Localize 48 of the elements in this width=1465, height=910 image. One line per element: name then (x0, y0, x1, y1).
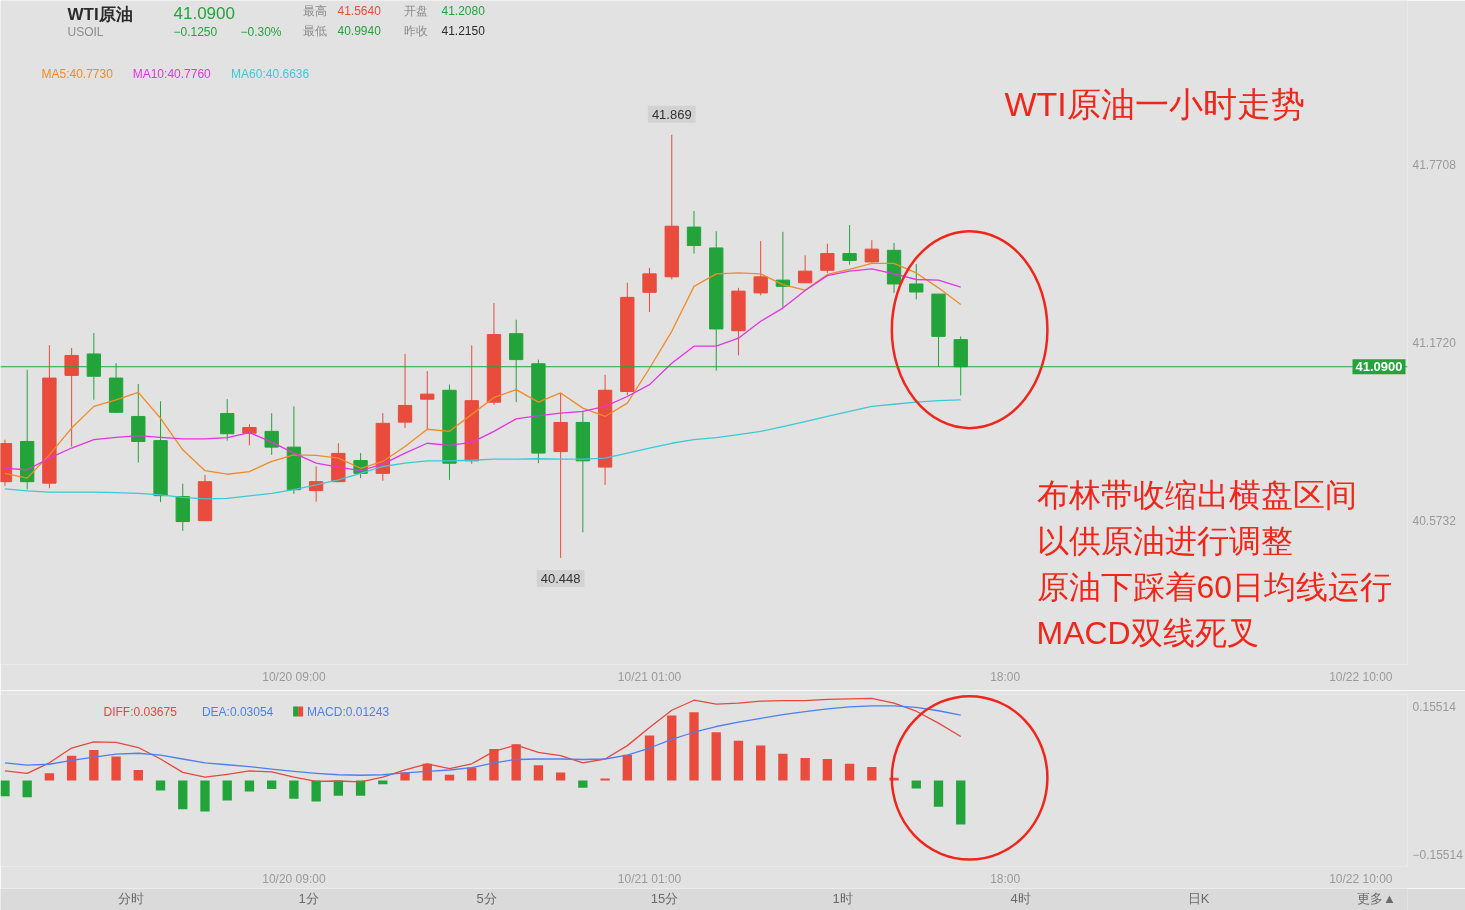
annotation: 41.5640 (337, 4, 382, 18)
annotation: −0.1250 (173, 25, 218, 39)
x-tick-label: 10/21 01:00 (617, 871, 682, 886)
x-tick-label: 10/20 09:00 (262, 871, 326, 886)
annotation: −0.30% (240, 24, 282, 39)
annotation: 41.2150 (441, 24, 486, 38)
y-tick-label: 40.5732 (1412, 514, 1457, 529)
text: MA5:40.7730 (41, 66, 114, 81)
x-tick-label: 10/20 09:00 (262, 669, 326, 684)
text: 4时 (1010, 891, 1031, 906)
y-tick-label: 41.1720 (1412, 335, 1457, 350)
annotation: 最高 (302, 3, 327, 18)
annotation: 最低 (302, 23, 327, 38)
x-tick-label: 18:00 (990, 871, 1021, 886)
text: 15分 (650, 891, 679, 906)
y-tick-label: −0.15514 (1412, 848, 1464, 863)
annotation: 布林带收缩出横盘区间 (1036, 476, 1357, 513)
text: 1分 (298, 891, 319, 906)
annotation: MACD双线死叉 (1036, 614, 1259, 651)
annotation: 开盘 (403, 3, 428, 18)
x-tick-label: 10/22 10:00 (1329, 871, 1393, 886)
x-tick-label: 10/21 01:00 (617, 669, 682, 684)
x-tick-label: 18:00 (990, 669, 1021, 684)
series-label: DIFF:0.03675 (103, 704, 178, 719)
text: 分时 (117, 891, 144, 906)
text: MA10:40.7760 (132, 66, 212, 81)
annotation: 昨收 (403, 23, 428, 38)
y-tick-label: 41.7708 (1412, 157, 1457, 172)
text: WTI原油一小时走势 (1004, 84, 1305, 123)
annotation: 40.9940 (337, 24, 382, 38)
text: MA60:40.6636 (231, 66, 310, 81)
annotation: 41.2080 (441, 4, 486, 18)
text: 日K (1187, 891, 1210, 906)
text: DEA:0.03054 (201, 704, 274, 719)
annotation: 原油下踩着60日均线运行 (1036, 568, 1393, 605)
annotation: 40.448 (540, 570, 581, 586)
annotation: WTI原油 (67, 5, 133, 24)
text: 5分 (476, 891, 497, 906)
annotation: 以供原油进行调整 (1036, 522, 1293, 559)
annotation: USOIL (67, 24, 104, 39)
text: 1时 (832, 891, 853, 906)
y-tick-label: 0.15514 (1412, 699, 1457, 714)
annotation: 41.869 (651, 106, 692, 122)
annotation: 41.0900 (173, 3, 235, 23)
x-tick-label: 10/22 10:00 (1329, 669, 1393, 684)
ref-line-label: 41.0900 (1355, 359, 1403, 375)
text: 更多▲ (1357, 891, 1396, 906)
legend-label: MACD:0.01243 (307, 704, 390, 719)
